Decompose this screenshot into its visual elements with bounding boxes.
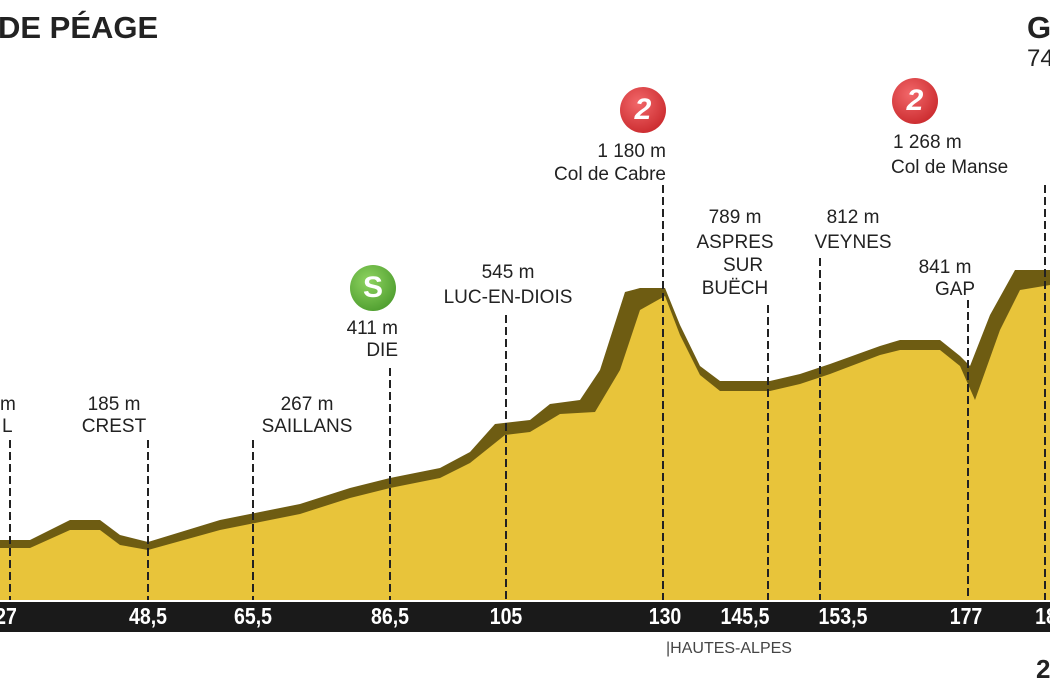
distance-9: 18 [1035, 603, 1050, 629]
category-2-climb-icon: 2 [892, 78, 938, 124]
point-8-alt: 841 m [918, 257, 972, 278]
finish-altitude: 74 [1027, 45, 1050, 72]
point-1-name: CREST [81, 416, 147, 437]
point-6-name: ASPRES [696, 232, 774, 253]
distance-axis [0, 602, 1050, 632]
point-4-alt: 545 m [481, 262, 535, 283]
sprint-icon: S [350, 265, 396, 311]
point-3-alt: 411 m [346, 318, 398, 339]
point-0-alt: m [0, 394, 16, 415]
corner-text: 2 [1036, 654, 1050, 684]
point-6-name3: BUËCH [701, 278, 769, 299]
point-6-name2: SUR [722, 255, 764, 276]
start-title: DE PÉAGE [0, 10, 159, 45]
region-label: |HAUTES-ALPES [666, 640, 792, 657]
distance-5: 130 [648, 603, 682, 629]
point-7-alt: 812 m [826, 207, 880, 228]
distance-1: 48,5 [128, 603, 168, 629]
marker-lines [9, 185, 1046, 600]
distance-0: 27 [0, 603, 17, 629]
point-2-alt: 267 m [280, 394, 334, 415]
point-9-alt: 1 268 m [893, 132, 962, 153]
point-6-alt: 789 m [708, 207, 762, 228]
point-3-name: DIE [366, 340, 398, 361]
category-2-climb-icon: 2 [620, 87, 666, 133]
point-2-name: SAILLANS [261, 416, 353, 437]
point-1-alt: 185 m [87, 394, 141, 415]
distance-8: 177 [949, 603, 983, 629]
distance-6: 145,5 [720, 603, 770, 629]
point-5-name: Col de Cabre [554, 164, 666, 185]
point-7-name: VEYNES [814, 232, 892, 253]
distance-7: 153,5 [818, 603, 868, 629]
point-0-name: L [2, 416, 13, 437]
point-9-name: Col de Manse [891, 157, 1009, 178]
distance-4: 105 [489, 603, 523, 629]
distance-2: 65,5 [233, 603, 273, 629]
profile-terrain [0, 285, 1050, 600]
finish-title: G [1027, 10, 1050, 45]
point-5-alt: 1 180 m [597, 141, 666, 162]
distance-3: 86,5 [370, 603, 410, 629]
point-4-name: LUC-EN-DIOIS [443, 287, 573, 308]
point-8-name: GAP [934, 279, 976, 300]
